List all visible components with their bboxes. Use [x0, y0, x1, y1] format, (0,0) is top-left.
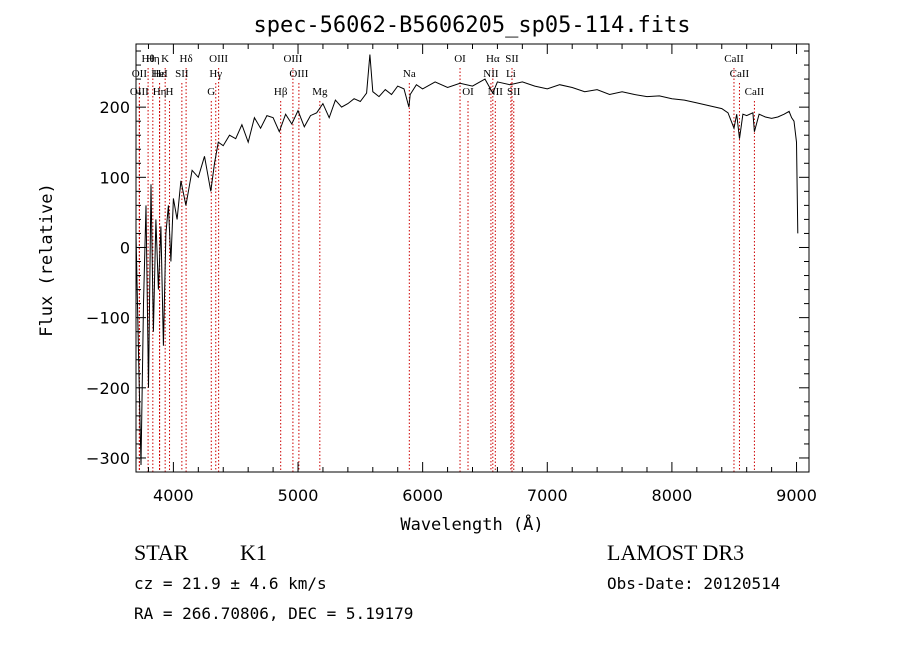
- x-tick-label: 6000: [402, 486, 443, 505]
- line-label: NII: [483, 68, 499, 80]
- x-axis: 4000 5000 6000 7000 8000 9000: [147, 44, 817, 505]
- plot-frame: [135, 43, 810, 473]
- x-tick-label: 9000: [776, 486, 817, 505]
- line-label: OIII: [283, 53, 302, 65]
- line-label: OI: [462, 86, 474, 98]
- line-label: CaII: [730, 68, 750, 80]
- line-label: H: [166, 86, 174, 98]
- line-label: CaII: [745, 86, 765, 98]
- y-axis: −300 −200 −100 0 100 200: [86, 50, 809, 473]
- y-tick-label: −200: [86, 379, 130, 398]
- chart-title: spec-56062-B5606205_sp05-114.fits: [253, 13, 690, 38]
- x-tick-label: 7000: [527, 486, 568, 505]
- line-label: SII: [507, 86, 521, 98]
- x-tick-label: 4000: [153, 486, 194, 505]
- line-label: SII: [175, 68, 189, 80]
- line-label: OI: [454, 53, 466, 65]
- line-label: Hα: [486, 53, 500, 65]
- line-label: OIII: [289, 68, 308, 80]
- line-label: Li: [506, 68, 516, 80]
- line-markers: [138, 68, 755, 472]
- line-label: HeI: [151, 68, 168, 80]
- x-tick-label: 5000: [278, 486, 319, 505]
- y-tick-label: 200: [99, 98, 130, 117]
- line-label: OIII: [130, 86, 149, 98]
- x-tick-label: 8000: [652, 486, 693, 505]
- line-label: Hε: [153, 68, 166, 80]
- line-label: NII: [488, 86, 504, 98]
- line-label: Hγ: [209, 68, 222, 80]
- line-label: OIII: [209, 53, 228, 65]
- y-tick-label: −100: [86, 309, 130, 328]
- line-label: SII: [505, 53, 519, 65]
- line-label: Hθ: [141, 53, 154, 65]
- y-tick-label: −300: [86, 449, 130, 468]
- line-label: K: [161, 53, 169, 65]
- line-label: Na: [403, 68, 416, 80]
- line-label: Hδ: [180, 53, 193, 65]
- spectrum-line: [135, 54, 799, 466]
- object-subclass: K1: [240, 540, 267, 565]
- line-label: Mg: [312, 86, 328, 98]
- survey-name: LAMOST DR3: [607, 540, 744, 565]
- line-label: Hη: [153, 86, 167, 98]
- obs-date: Obs-Date: 20120514: [607, 574, 780, 593]
- redshift-cz: cz = 21.9 ± 4.6 km/s: [134, 574, 327, 593]
- x-axis-label: Wavelength (Å): [400, 513, 543, 535]
- y-tick-label: 0: [120, 238, 130, 257]
- y-tick-label: 100: [99, 168, 130, 187]
- line-label: Hβ: [274, 86, 288, 98]
- y-axis-label: Flux (relative): [37, 183, 57, 337]
- line-label: CaII: [724, 53, 744, 65]
- line-label: OII: [132, 68, 148, 80]
- line-label: Hη: [146, 53, 160, 65]
- ra-dec: RA = 266.70806, DEC = 5.19179: [134, 604, 413, 623]
- line-label: G: [207, 86, 215, 98]
- object-class: STAR: [134, 540, 189, 565]
